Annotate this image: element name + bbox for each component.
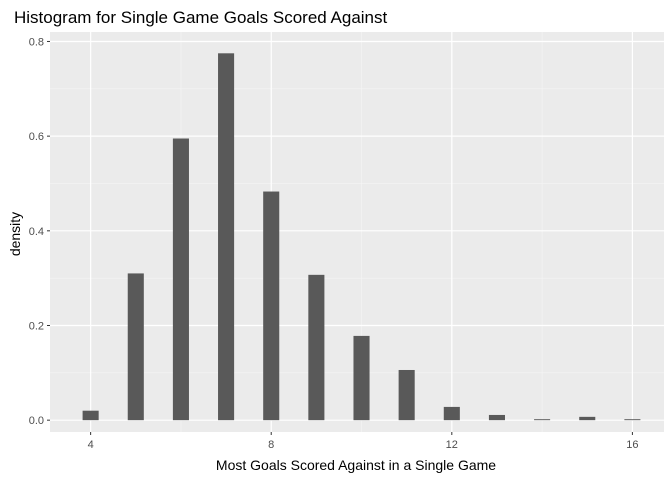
y-axis-title: density: [7, 212, 23, 256]
histogram-bar-7: [218, 53, 235, 421]
histogram-bar-9: [308, 274, 325, 421]
x-tick-label: 8: [268, 439, 274, 451]
histogram-bar-6: [172, 138, 189, 421]
x-tick-label: 4: [88, 439, 94, 451]
y-tick-label: 0.8: [29, 36, 44, 48]
y-tick-label: 0.6: [29, 131, 44, 143]
histogram-bar-15: [579, 416, 596, 421]
histogram-bar-11: [398, 369, 415, 421]
histogram-bar-8: [263, 191, 280, 421]
x-axis-ticks: 4 8 12 16: [88, 432, 639, 451]
x-axis-title: Most Goals Scored Against in a Single Ga…: [216, 457, 496, 473]
histogram-bar-4: [82, 410, 99, 421]
x-tick-label: 12: [446, 439, 458, 451]
histogram-bar-12: [443, 406, 460, 421]
histogram-bar-16: [624, 419, 641, 421]
histogram-bar-13: [488, 414, 505, 421]
y-axis-ticks: 0.0 0.2 0.4 0.6 0.8: [29, 36, 50, 427]
histogram-bar-10: [353, 335, 370, 421]
y-tick-label: 0.4: [29, 226, 44, 238]
histogram-bar-14: [534, 419, 551, 421]
y-tick-label: 0.0: [29, 415, 44, 427]
histogram-bars: [82, 53, 641, 421]
x-tick-label: 16: [626, 439, 638, 451]
major-gridlines: [50, 32, 664, 432]
chart-title: Histogram for Single Game Goals Scored A…: [14, 8, 388, 27]
y-tick-label: 0.2: [29, 320, 44, 332]
histogram-bar-5: [127, 273, 144, 421]
